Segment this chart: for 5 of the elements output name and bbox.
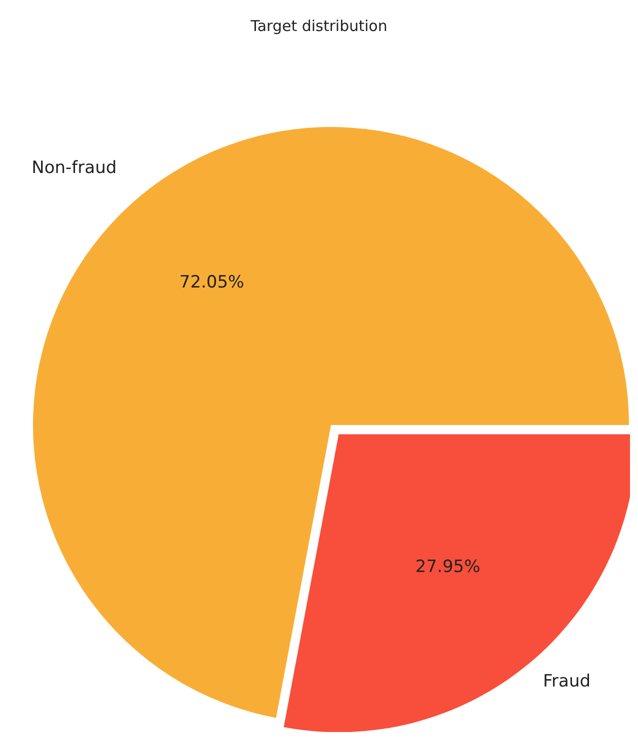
slice-label: Fraud <box>543 671 591 692</box>
chart-title: Target distribution <box>250 17 388 35</box>
data-label: 72.05% <box>179 272 244 292</box>
slice-label: Non-fraud <box>32 158 117 178</box>
data-label: 27.95% <box>415 556 480 577</box>
